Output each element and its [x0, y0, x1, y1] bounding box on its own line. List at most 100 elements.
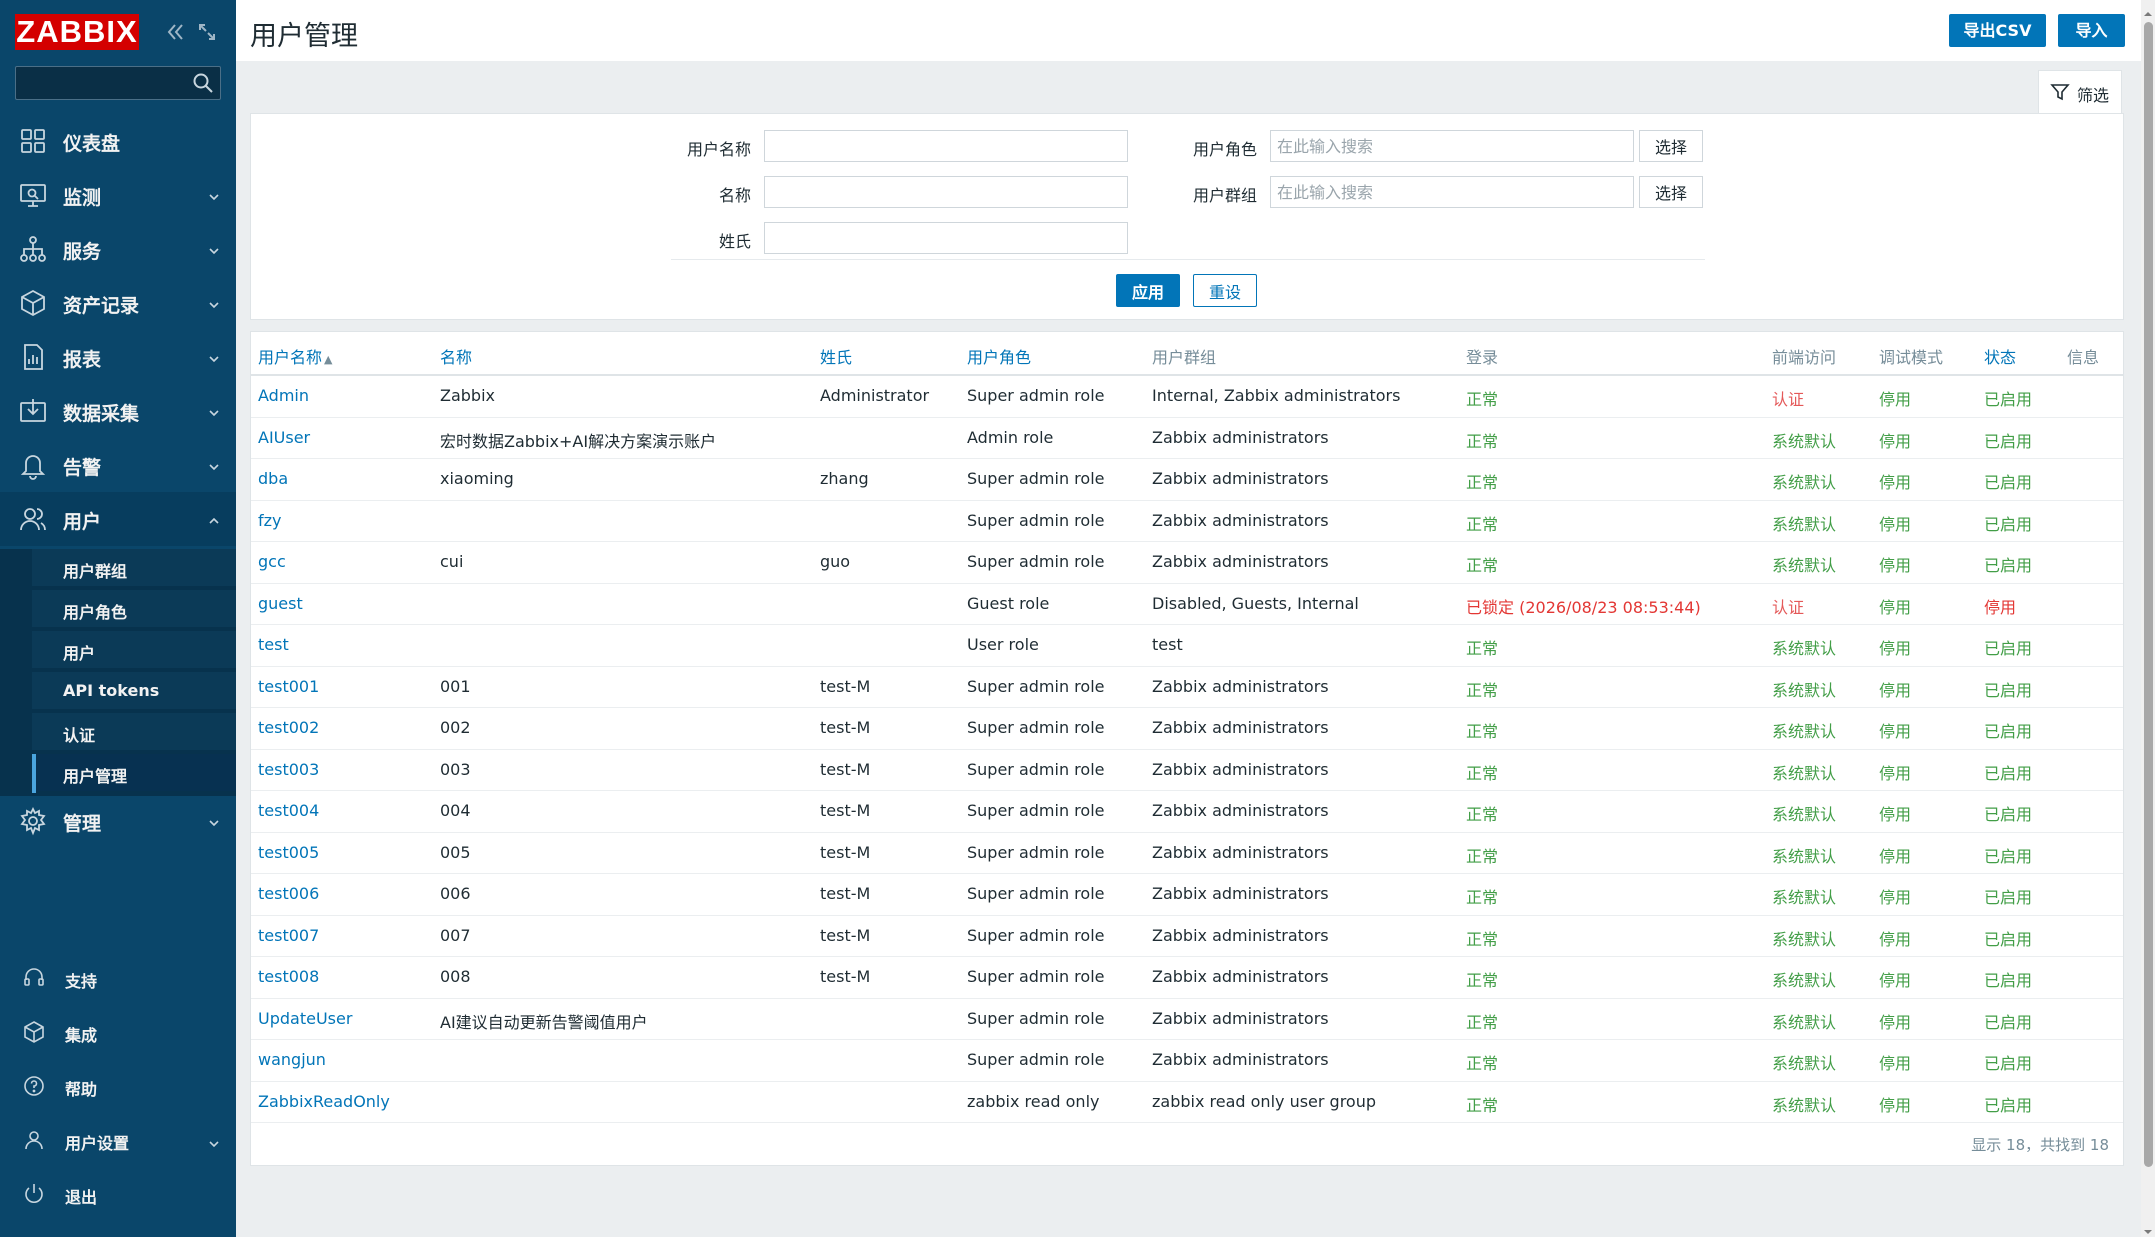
scrollbar-thumb[interactable] — [2144, 22, 2153, 1167]
cell-debug[interactable]: 停用 — [1879, 971, 1912, 990]
nav-item-inventory[interactable]: 资产记录 — [0, 276, 236, 330]
cell-status[interactable]: 已启用 — [1984, 763, 2033, 783]
cell-debug[interactable]: 停用 — [1879, 722, 1912, 741]
nav-item-data-collection[interactable]: 数据采集 — [0, 384, 236, 438]
cell-username[interactable]: test005 — [258, 842, 320, 862]
zabbix-logo[interactable]: ZABBIX — [15, 14, 139, 50]
role-select-button[interactable]: 选择 — [1639, 130, 1703, 162]
cell-status[interactable]: 已启用 — [1984, 1012, 2033, 1032]
cell-debug[interactable]: 停用 — [1879, 846, 1912, 866]
nav-item-integrations[interactable]: 集成 — [0, 1007, 236, 1057]
nav-item-sign-out[interactable]: 退出 — [0, 1169, 236, 1219]
cell-status[interactable]: 已启用 — [1984, 929, 2033, 949]
cell-debug[interactable]: 停用 — [1879, 1012, 1912, 1032]
nav-item-support[interactable]: 支持 — [0, 953, 236, 1003]
nav-item-help[interactable]: 帮助 — [0, 1061, 236, 1111]
scroll-up-icon[interactable] — [2143, 4, 2153, 16]
cell-username[interactable]: test — [258, 635, 289, 654]
cell-debug[interactable]: 停用 — [1879, 1095, 1912, 1115]
surname-filter-input[interactable] — [764, 222, 1128, 254]
cell-status[interactable]: 已启用 — [1984, 639, 2033, 658]
nav-item-alerts[interactable]: 告警 — [0, 438, 236, 492]
role-filter-input[interactable] — [1270, 130, 1634, 162]
cell-debug[interactable]: 停用 — [1879, 1054, 1912, 1073]
cell-status[interactable]: 已启用 — [1984, 390, 2033, 409]
submenu-item-user-management[interactable]: 用户管理 — [32, 754, 236, 793]
nav-item-reports[interactable]: 报表 — [0, 330, 236, 384]
cell-debug[interactable]: 停用 — [1879, 763, 1912, 783]
cell-username[interactable]: Admin — [258, 386, 309, 405]
nav-item-administration[interactable]: 管理 — [0, 794, 236, 848]
cell-username[interactable]: test008 — [258, 967, 320, 986]
cell-username[interactable]: test004 — [258, 801, 320, 820]
cell-status[interactable]: 已启用 — [1984, 556, 2033, 575]
export-csv-button[interactable]: 导出CSV — [1949, 14, 2046, 47]
submenu-item-user-groups[interactable]: 用户群组 — [32, 549, 236, 588]
column-header-status[interactable]: 状态 — [1984, 348, 2017, 367]
cell-debug[interactable]: 停用 — [1879, 431, 1912, 451]
column-header-name[interactable]: 名称 — [440, 348, 473, 367]
page-scrollbar[interactable] — [2141, 0, 2155, 1237]
kiosk-mode-icon[interactable] — [193, 18, 221, 46]
cell-username[interactable]: dba — [258, 469, 289, 488]
nav-item-users[interactable]: 用户 — [0, 492, 236, 546]
submenu-item-user-roles[interactable]: 用户角色 — [32, 590, 236, 629]
cell-status[interactable]: 已启用 — [1984, 1095, 2033, 1115]
cell-username[interactable]: test006 — [258, 884, 320, 903]
column-header-role[interactable]: 用户角色 — [967, 348, 1032, 367]
cell-debug[interactable]: 停用 — [1879, 514, 1912, 534]
import-button[interactable]: 导入 — [2058, 14, 2125, 47]
cell-debug[interactable]: 停用 — [1879, 473, 1912, 492]
cell-status[interactable]: 已启用 — [1984, 680, 2033, 700]
cell-username[interactable]: gcc — [258, 552, 286, 571]
cell-debug[interactable]: 停用 — [1879, 805, 1912, 824]
cell-username[interactable]: test001 — [258, 676, 320, 696]
cell-debug[interactable]: 停用 — [1879, 597, 1912, 617]
submenu-item-authentication[interactable]: 认证 — [32, 713, 236, 752]
filter-tab[interactable]: 筛选 — [2038, 70, 2122, 114]
column-header-surname[interactable]: 姓氏 — [820, 348, 853, 367]
cell-username[interactable]: wangjun — [258, 1050, 326, 1069]
cell-status[interactable]: 已启用 — [1984, 722, 2033, 741]
cell-username[interactable]: AIUser — [258, 427, 311, 447]
search-icon[interactable] — [192, 72, 214, 94]
scroll-down-icon[interactable] — [2143, 1222, 2153, 1234]
cell-debug[interactable]: 停用 — [1879, 888, 1912, 907]
cell-status[interactable]: 已启用 — [1984, 473, 2033, 492]
nav-item-services[interactable]: 服务 — [0, 222, 236, 276]
cell-username[interactable]: test003 — [258, 759, 320, 779]
cell-username[interactable]: test007 — [258, 925, 320, 945]
column-header-username[interactable]: 用户名称 ▲ — [258, 344, 332, 368]
cell-status[interactable]: 已启用 — [1984, 431, 2033, 451]
reset-button[interactable]: 重设 — [1193, 274, 1257, 307]
submenu-item-users[interactable]: 用户 — [32, 631, 236, 670]
cell-debug[interactable]: 停用 — [1879, 929, 1912, 949]
cell-debug[interactable]: 停用 — [1879, 639, 1912, 658]
group-filter-input[interactable] — [1270, 176, 1634, 208]
cell-status[interactable]: 已启用 — [1984, 846, 2033, 866]
username-filter-input[interactable] — [764, 130, 1128, 162]
sidebar-search-input[interactable] — [20, 70, 188, 96]
nav-item-user-settings[interactable]: 用户设置 — [0, 1115, 236, 1165]
cell-status[interactable]: 已启用 — [1984, 1054, 2033, 1073]
nav-item-dashboard[interactable]: 仪表盘 — [0, 114, 236, 168]
cell-username[interactable]: fzy — [258, 510, 282, 530]
cell-username[interactable]: UpdateUser — [258, 1008, 353, 1028]
name-filter-input[interactable] — [764, 176, 1128, 208]
cell-status[interactable]: 停用 — [1984, 597, 2017, 617]
cell-debug[interactable]: 停用 — [1879, 390, 1912, 409]
cell-debug[interactable]: 停用 — [1879, 556, 1912, 575]
cell-status[interactable]: 已启用 — [1984, 805, 2033, 824]
nav-item-monitoring[interactable]: 监测 — [0, 168, 236, 222]
apply-button[interactable]: 应用 — [1116, 274, 1180, 307]
collapse-sidebar-icon[interactable] — [161, 18, 189, 46]
cell-status[interactable]: 已启用 — [1984, 888, 2033, 907]
cell-username[interactable]: ZabbixReadOnly — [258, 1091, 390, 1111]
group-select-button[interactable]: 选择 — [1639, 176, 1703, 208]
cell-debug[interactable]: 停用 — [1879, 680, 1912, 700]
cell-username[interactable]: test002 — [258, 718, 320, 737]
cell-status[interactable]: 已启用 — [1984, 514, 2033, 534]
cell-username[interactable]: guest — [258, 593, 303, 613]
submenu-item-api-tokens[interactable]: API tokens — [32, 672, 236, 711]
cell-status[interactable]: 已启用 — [1984, 971, 2033, 990]
